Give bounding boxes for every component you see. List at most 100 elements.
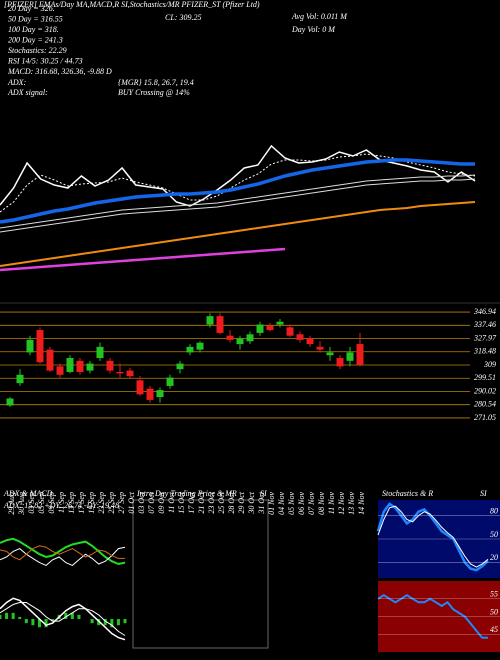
histogram-bar [11,612,15,619]
adx-label: ADX: [7,78,27,87]
histogram-bar [44,619,48,628]
histogram-bar [123,619,127,624]
candle-body [206,316,214,325]
candle-body [76,360,84,372]
x-tick-label: 13 Nov [347,492,356,515]
candle-body [186,346,194,353]
candle-body [6,398,14,406]
candle-body [316,346,324,350]
candle-body [276,321,284,325]
candle-body [36,330,44,363]
histogram-bar [31,619,35,626]
stat-line: 200 Day = 241.3 [8,35,63,44]
panel-title: Intra Day Trading Price & MR [136,489,237,498]
x-tick-label: 11 Oct [167,491,176,513]
histogram-bar [77,614,81,619]
x-tick-label: 11 Sep [57,492,66,513]
x-tick-label: 04 Nov [277,492,286,515]
x-tick-label: 29 Oct [237,491,246,513]
y-tick-label: 318.48 [473,347,496,356]
candle-body [256,324,264,333]
x-tick-label: 07 Oct [147,491,156,513]
x-tick-label: 27 Sep [117,492,126,514]
candle-body [26,339,34,353]
x-tick-label: 19 Sep [87,492,96,514]
close-label: CL: 309.25 [165,13,201,22]
x-tick-label: 07 Nov [307,492,316,515]
candle-body [66,358,74,372]
candle-body [116,371,124,374]
histogram-bar [0,614,2,619]
stat-line: 100 Day = 318. [8,25,59,34]
x-tick-label: 13 Sep [67,492,76,514]
series-line [0,201,476,267]
candle-body [16,374,24,384]
day-vol: Day Vol: 0 M [291,25,336,34]
x-tick-label: 30 Oct [247,491,256,514]
x-tick-label: 03 Sep [27,492,36,514]
y-tick-label: 299.51 [474,373,496,382]
x-tick-label: 25 Sep [107,492,116,514]
histogram-bar [51,619,55,622]
candle-body [56,366,64,375]
x-tick-label: 23 Sep [97,492,106,514]
y-tick-label: 337.46 [473,320,496,329]
x-tick-label: 03 Oct [137,491,146,513]
x-tick-label: 30 Aug [17,492,26,516]
histogram-bar [64,612,68,619]
histogram-bar [103,619,107,626]
candle-body [46,349,54,371]
candle-body [86,363,94,371]
candle-body [166,377,174,386]
series-line [0,546,126,566]
series-line [0,158,475,224]
candle-body [346,352,354,361]
series-line [0,247,286,272]
x-tick-label: 09 Oct [157,491,166,513]
y-tick-label: 290.02 [474,386,496,395]
adx-label: ADX signal: [7,88,48,97]
x-tick-label: 17 Sep [77,492,86,514]
candle-body [266,325,274,331]
stat-line: RSI 14/5: 30.25 / 44.73 [7,56,83,65]
x-tick-label: 05 Sep [37,492,46,514]
histogram-bar [70,612,74,619]
series-line [0,602,126,636]
panel-title: ADX & MACD [3,489,53,498]
series-line [0,144,476,207]
panel-subtitle: ADX: 15.82 +DY: 26.74 -DY: 19.48 [3,501,119,510]
series-line [0,597,126,641]
candle-body [96,346,104,359]
x-tick-label: 01 Oct [127,491,136,513]
x-tick-label: 28 Oct [227,491,236,513]
y-tick-label: 50 [490,530,498,539]
candle-body [356,344,364,365]
series-line [0,178,476,233]
stat-line: MACD: 316.68, 326.36, -9.88 D [7,67,112,76]
panel-title: Stochastics & R [382,489,433,498]
x-tick-label: 21 Oct [197,491,206,513]
adx-text: {MGR} 15.8, 26.7, 19.4 [118,78,194,87]
histogram-bar [24,619,28,624]
candle-body [226,335,234,340]
histogram-bar [110,619,114,628]
x-tick-label: 09 Sep [47,492,56,514]
candle-body [156,390,164,398]
series-line [376,502,489,572]
y-tick-label: 20 [490,553,498,562]
x-tick-label: 08 Nov [317,492,326,515]
y-tick-label: 55 [490,590,498,599]
header: [PFIZER] EMAs/Day MA,MACD,R SI,Stochasti… [4,0,260,9]
panel-title: SI [480,489,487,498]
x-tick-label: 31 Oct [257,491,266,514]
x-tick-label: 25 Oct [217,491,226,513]
x-tick-label: 05 Nov [287,492,296,515]
y-tick-label: 346.94 [473,307,496,316]
histogram-bar [18,616,22,619]
stat-line: 50 Day = 316.55 [8,14,63,23]
y-tick-label: 271.05 [474,413,496,422]
candle-body [196,342,204,350]
y-tick-label: 309 [483,360,496,369]
candle-body [216,316,224,333]
